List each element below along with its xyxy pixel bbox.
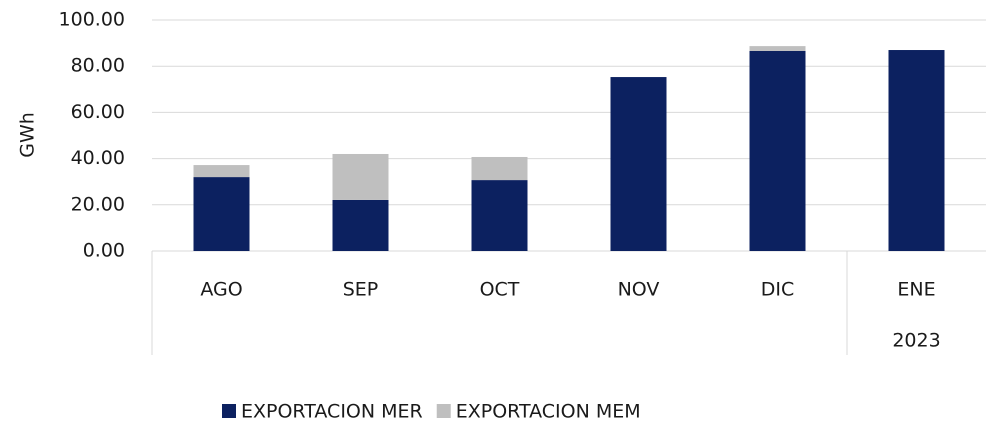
legend-swatch [436, 404, 451, 418]
x-tick-label: OCT [480, 279, 520, 301]
y-tick-label: 60.00 [71, 101, 125, 123]
bar-segment [749, 46, 806, 51]
x-tick-label: AGO [200, 279, 242, 301]
x-tick-label: ENE [897, 279, 935, 301]
bar-segment [610, 77, 667, 251]
y-tick-label: 80.00 [71, 55, 125, 77]
y-tick-label: 100.00 [59, 9, 125, 31]
bar-segment [193, 165, 250, 178]
bar-segment [332, 153, 389, 200]
legend-swatch [222, 404, 236, 418]
x-group-label: 2023 [892, 330, 940, 352]
bar-segment [471, 180, 528, 251]
bar-segment [749, 50, 806, 252]
bar-segment [888, 50, 945, 251]
x-tick-label: DIC [761, 279, 795, 301]
y-tick-label: 0.00 [83, 240, 125, 262]
y-tick-label: 20.00 [71, 193, 125, 215]
x-tick-label: NOV [618, 279, 660, 301]
bar-segment [332, 199, 389, 251]
y-axis-label: GWh [17, 112, 39, 158]
y-tick-label: 40.00 [71, 147, 125, 169]
bar-segment [193, 177, 250, 251]
x-tick-label: SEP [343, 279, 379, 301]
bar-segment [471, 156, 528, 181]
legend-label: EXPORTACION MER [241, 401, 423, 423]
legend-label: EXPORTACION MEM [456, 401, 641, 423]
